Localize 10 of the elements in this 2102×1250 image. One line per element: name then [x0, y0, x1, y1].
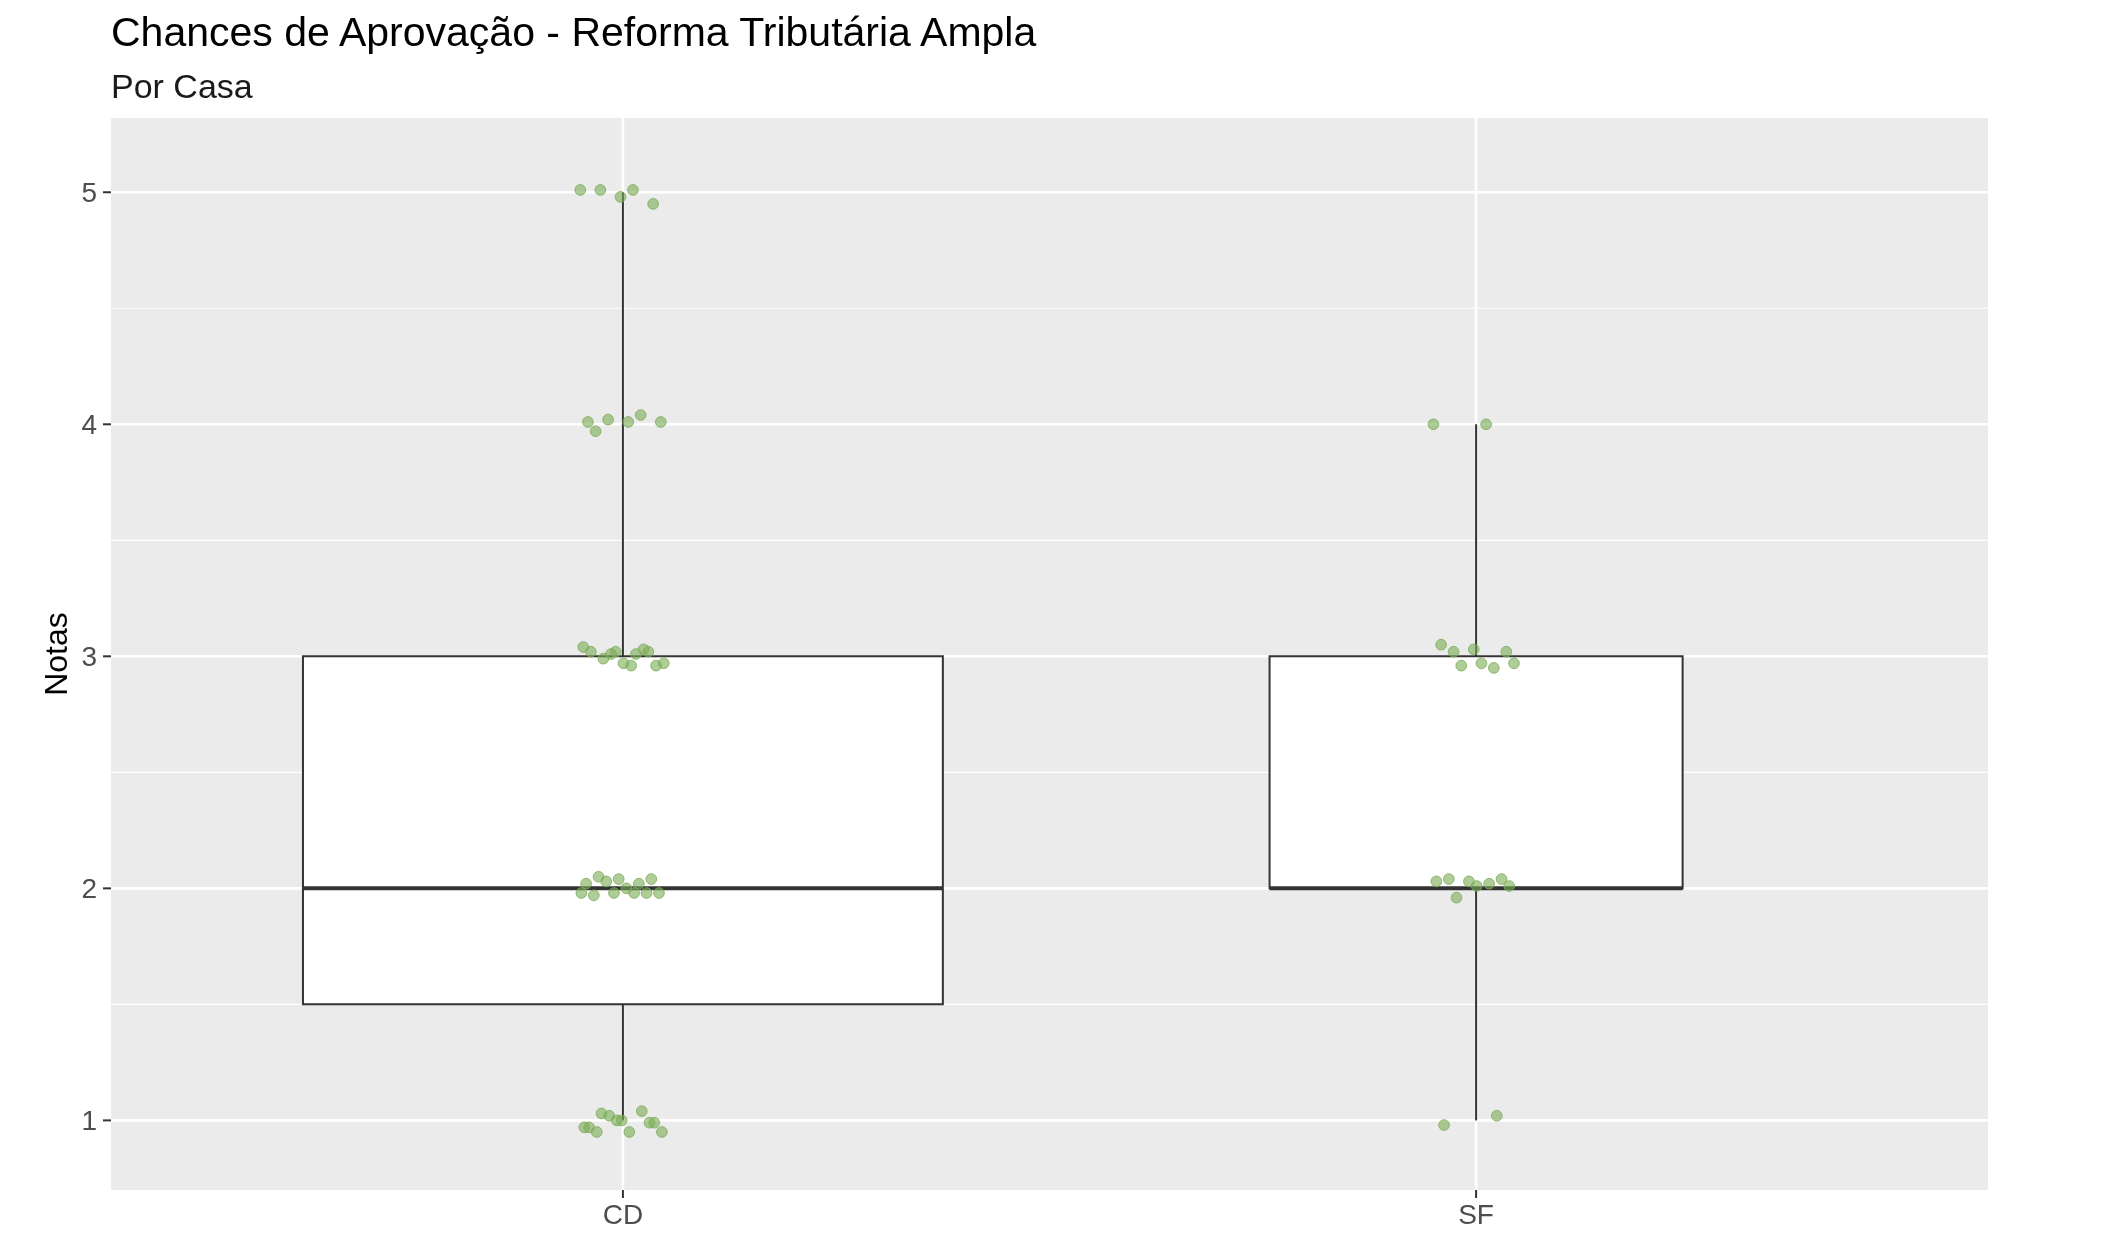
x-tick-label: CD [602, 1198, 644, 1230]
x-tick-label: SF [1458, 1198, 1494, 1230]
y-tick-label: 3 [81, 641, 97, 673]
y-tick-label: 4 [81, 409, 97, 441]
chart-subtitle: Por Casa [111, 67, 253, 105]
y-tick-label: 5 [81, 177, 97, 209]
y-tick-label: 1 [81, 1105, 97, 1137]
chart-title: Chances de Aprovação - Reforma Tributária Ampla [111, 9, 1037, 55]
y-tick-label: 2 [81, 873, 97, 905]
y-axis-title: Notas [38, 612, 74, 696]
